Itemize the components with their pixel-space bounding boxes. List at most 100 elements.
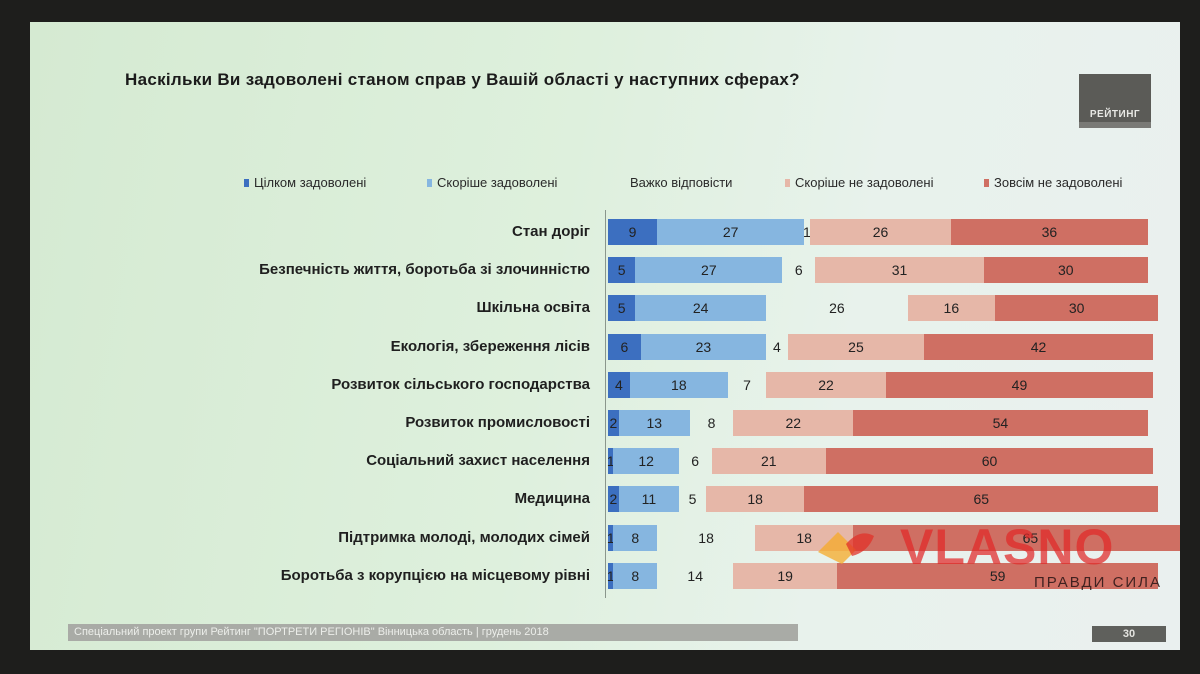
- bar-segment-hard-to-say: 8: [690, 410, 734, 436]
- bar-value-label: 19: [777, 567, 793, 584]
- bar-value-label: 1: [803, 224, 811, 240]
- bar-segment-totally-dissatisfied: 65: [804, 486, 1159, 513]
- bar-segment-rather-satisfied: 11: [618, 486, 679, 513]
- legend-swatch-fully-satisfied: [244, 178, 249, 187]
- bar-segment-rather-dissatisfied: 31: [815, 257, 985, 284]
- bar-segment-hard-to-say: 6: [782, 257, 815, 283]
- bar-value-label: 26: [829, 300, 845, 317]
- bar-value-label: 1: [606, 567, 615, 584]
- slide-title: Наскільки Ви задоволені станом справ у В…: [125, 70, 800, 89]
- bar-value-label: 18: [698, 529, 714, 546]
- slide-footer: Спеціальний проект групи Рейтинг "ПОРТРЕ…: [68, 624, 798, 641]
- bar-segment-rather-dissatisfied: 21: [711, 448, 826, 475]
- bar-value-label: 27: [701, 262, 717, 279]
- bar-segment-rather-satisfied: 13: [618, 410, 690, 436]
- bar-segment-rather-satisfied: 8: [613, 562, 658, 589]
- category-label: Розвиток сільського господарства: [331, 375, 590, 393]
- bar-segment-hard-to-say: 18: [657, 525, 755, 551]
- legend-item-fully-satisfied: Цілком задоволені: [244, 175, 366, 190]
- bar-segment-fully-satisfied: 4: [608, 371, 630, 398]
- legend-item-hard-to-say: Важко відповісти: [630, 175, 732, 190]
- bar-value-label: 8: [631, 567, 640, 584]
- bar-segment-hard-to-say: 1: [803, 219, 811, 245]
- bar-value-label: 1: [606, 453, 615, 470]
- legend-swatch-rather-satisfied: [427, 178, 432, 187]
- bar-value-label: 26: [872, 224, 889, 240]
- bar-value-label: 65: [973, 491, 990, 508]
- category-label: Підтримка молоді, молодих сімей: [338, 528, 590, 546]
- bar-value-label: 14: [687, 567, 703, 584]
- bar-value-label: 25: [848, 338, 864, 355]
- watermark-brand: VLASNO: [900, 519, 1115, 575]
- bar-segment-fully-satisfied: 2: [608, 410, 619, 436]
- bar-value-label: 6: [620, 338, 629, 355]
- bar-value-label: 65: [1022, 529, 1039, 546]
- bar-value-label: 22: [818, 376, 834, 393]
- bar-value-label: 21: [760, 453, 777, 470]
- bar-segment-rather-satisfied: 24: [635, 295, 767, 322]
- bar-segment-totally-dissatisfied: 36: [951, 219, 1148, 245]
- bar-value-label: 49: [1011, 376, 1028, 393]
- legend-item-totally-dissatisfied: Зовсім не задоволені: [984, 175, 1122, 190]
- bar-segment-hard-to-say: 4: [766, 334, 788, 360]
- bar-segment-totally-dissatisfied: 30: [984, 257, 1148, 284]
- page-number: 30: [1092, 626, 1166, 642]
- bar-value-label: 12: [638, 453, 654, 470]
- bar-segment-fully-satisfied: 5: [608, 257, 636, 284]
- bar-value-label: 1: [606, 529, 615, 546]
- bar-value-label: 54: [992, 415, 1009, 431]
- bar-value-label: 5: [617, 300, 626, 317]
- bar-value-label: 2: [609, 491, 618, 508]
- legend-item-rather-satisfied: Скоріше задоволені: [427, 175, 557, 190]
- bar-segment-rather-dissatisfied: 25: [787, 333, 925, 360]
- bar-segment-fully-satisfied: 1: [606, 524, 615, 551]
- bar-segment-hard-to-say: 6: [679, 448, 712, 474]
- bar-value-label: 7: [743, 376, 751, 393]
- bar-segment-rather-satisfied: 18: [629, 371, 728, 398]
- bar-value-label: 59: [989, 567, 1006, 584]
- bar-segment-hard-to-say: 14: [657, 563, 733, 589]
- bar-segment-fully-satisfied: 6: [608, 333, 641, 360]
- bar-value-label: 9: [628, 224, 637, 240]
- category-label: Медицина: [514, 490, 590, 508]
- bar-value-label: 11: [641, 491, 657, 508]
- bar-segment-fully-satisfied: 2: [608, 486, 619, 513]
- rating-logo-text: РЕЙТИНГ: [1089, 109, 1141, 120]
- legend-label-rather-dissatisfied: Скоріше не задоволені: [795, 175, 934, 190]
- bar-segment-hard-to-say: 7: [728, 372, 766, 398]
- category-label: Стан доріг: [511, 223, 590, 240]
- category-label: Шкільна освіта: [476, 299, 590, 317]
- bar-segment-hard-to-say: 5: [679, 486, 706, 512]
- bar-segment-rather-satisfied: 27: [635, 257, 783, 284]
- legend-item-rather-dissatisfied: Скоріше не задоволені: [785, 175, 933, 190]
- bar-segment-rather-dissatisfied: 22: [766, 371, 886, 398]
- bar-segment-totally-dissatisfied: 59: [836, 562, 1159, 589]
- category-label: Безпечність життя, боротьба зі злочинніс…: [259, 261, 590, 279]
- bar-value-label: 2: [609, 415, 618, 431]
- presentation-slide: Наскільки Ви задоволені станом справ у В…: [30, 22, 1180, 650]
- bar-segment-rather-dissatisfied: 26: [809, 219, 952, 245]
- bar-value-label: 18: [796, 529, 812, 546]
- bar-segment-rather-satisfied: 8: [613, 524, 658, 551]
- bar-value-label: 5: [617, 262, 626, 279]
- chart-legend: Цілком задоволені Скоріше задоволені Важ…: [30, 175, 1180, 195]
- bar-value-label: 4: [773, 338, 781, 355]
- bar-value-label: 60: [981, 453, 998, 470]
- chart-axis-line: [605, 210, 606, 598]
- legend-label-totally-dissatisfied: Зовсім не задоволені: [994, 175, 1123, 190]
- bar-segment-fully-satisfied: 1: [606, 562, 615, 589]
- bar-segment-totally-dissatisfied: 65: [853, 524, 1180, 551]
- legend-swatch-totally-dissatisfied: [984, 178, 989, 187]
- bar-segment-fully-satisfied: 9: [608, 219, 658, 245]
- bar-value-label: 22: [785, 415, 802, 431]
- bar-segment-hard-to-say: 26: [766, 295, 908, 321]
- legend-label-hard-to-say: Важко відповісти: [630, 175, 733, 190]
- legend-label-rather-satisfied: Скоріше задоволені: [437, 175, 558, 190]
- bar-value-label: 18: [671, 376, 687, 393]
- watermark-slogan: ПРАВДИ СИЛА: [1034, 574, 1163, 591]
- legend-label-fully-satisfied: Цілком задоволені: [254, 175, 367, 190]
- bar-segment-totally-dissatisfied: 49: [885, 371, 1153, 398]
- legend-swatch-rather-dissatisfied: [785, 178, 790, 187]
- bar-value-label: 8: [707, 415, 716, 431]
- bar-segment-totally-dissatisfied: 30: [994, 295, 1159, 322]
